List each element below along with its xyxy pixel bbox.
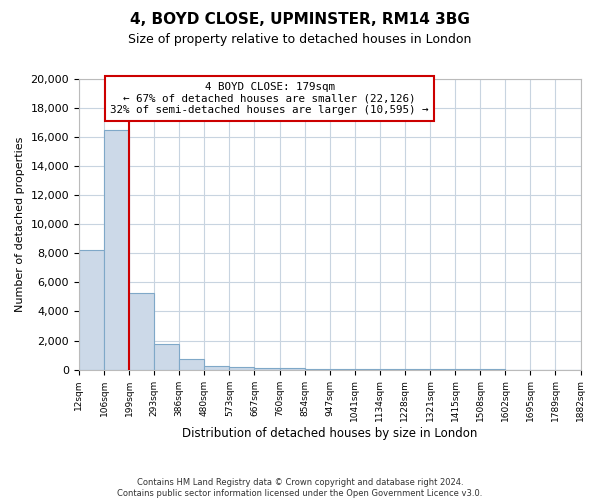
Bar — [179, 358, 205, 370]
Bar — [154, 344, 179, 370]
Bar — [330, 369, 355, 370]
Text: 4, BOYD CLOSE, UPMINSTER, RM14 3BG: 4, BOYD CLOSE, UPMINSTER, RM14 3BG — [130, 12, 470, 28]
Bar — [355, 369, 380, 370]
Bar — [79, 250, 104, 370]
Bar — [229, 368, 254, 370]
Bar — [129, 292, 154, 370]
Bar — [280, 368, 305, 370]
Text: 4 BOYD CLOSE: 179sqm
← 67% of detached houses are smaller (22,126)
32% of semi-d: 4 BOYD CLOSE: 179sqm ← 67% of detached h… — [110, 82, 429, 115]
X-axis label: Distribution of detached houses by size in London: Distribution of detached houses by size … — [182, 427, 478, 440]
Bar — [254, 368, 280, 370]
Bar — [205, 366, 229, 370]
Y-axis label: Number of detached properties: Number of detached properties — [15, 136, 25, 312]
Bar — [305, 368, 330, 370]
Text: Size of property relative to detached houses in London: Size of property relative to detached ho… — [128, 32, 472, 46]
Bar — [104, 130, 129, 370]
Text: Contains HM Land Registry data © Crown copyright and database right 2024.
Contai: Contains HM Land Registry data © Crown c… — [118, 478, 482, 498]
